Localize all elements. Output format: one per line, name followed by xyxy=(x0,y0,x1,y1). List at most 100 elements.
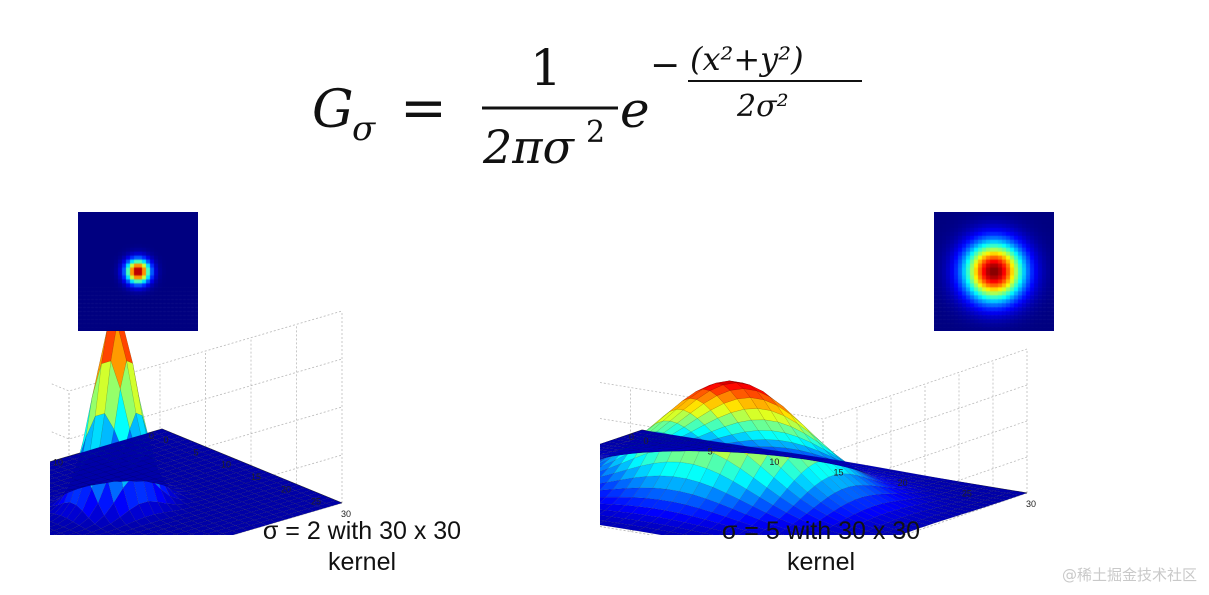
surface-patch xyxy=(180,446,197,453)
x-tick-label: 0 xyxy=(163,435,168,445)
surface-patch xyxy=(105,442,122,449)
surface-patch xyxy=(818,529,840,535)
grid-line xyxy=(600,456,1028,528)
surface-patch xyxy=(740,451,761,454)
surface-patch xyxy=(944,503,965,509)
surface-patch xyxy=(777,421,799,438)
y-tick-label: 10 xyxy=(53,458,63,468)
formula-lhs: G xyxy=(312,80,354,140)
surface-patch xyxy=(70,461,87,468)
surface-patch xyxy=(158,431,175,437)
surface-patch xyxy=(903,499,925,506)
surface-patch xyxy=(958,499,979,505)
surface-patch xyxy=(145,465,162,472)
surface-patch xyxy=(214,454,231,460)
surface-patch xyxy=(778,528,800,535)
surface-patch xyxy=(229,480,246,487)
surface-patch xyxy=(841,486,863,500)
surface-patch xyxy=(126,360,143,416)
surface-patch xyxy=(282,482,299,489)
surface-patch xyxy=(919,479,941,484)
surface-patch xyxy=(191,517,208,524)
surface-patch xyxy=(253,517,271,523)
surface-patch xyxy=(202,533,211,535)
x-tick-label: 30 xyxy=(1026,499,1036,509)
surface-patch xyxy=(857,534,864,535)
surface-patch xyxy=(182,467,200,474)
surface-patch xyxy=(780,459,802,481)
surface-plot-sigma-2: 051015202530010203000.010.02 xyxy=(50,310,351,535)
surface-patch xyxy=(157,534,163,535)
surface-panel-sigma-5: 051015202530010203002468x 10-3 xyxy=(600,205,1200,535)
surface-patch xyxy=(101,447,119,454)
surface-patch xyxy=(600,503,613,511)
gaussian-surface xyxy=(50,323,343,535)
surface-patch xyxy=(828,474,850,490)
surface-patch xyxy=(705,487,727,504)
surface-patch xyxy=(751,419,772,431)
surface-patch xyxy=(785,524,807,534)
surface-patch xyxy=(216,528,233,534)
formula-exp-minus: − xyxy=(650,45,680,86)
surface-patch xyxy=(790,414,811,434)
surface-patch xyxy=(739,488,760,507)
surface-patch xyxy=(873,472,894,477)
surface-patch xyxy=(167,455,184,461)
surface-patch xyxy=(229,493,246,500)
surface-patch xyxy=(712,473,734,494)
y-tick-label: 0 xyxy=(149,431,154,441)
surface-patch xyxy=(70,486,87,490)
surface-patch xyxy=(855,484,877,496)
surface-patch xyxy=(820,496,842,511)
surface-patch xyxy=(217,533,227,535)
surface-patch xyxy=(95,445,113,451)
surface-patch xyxy=(276,493,293,499)
surface-patch xyxy=(638,451,660,453)
surface-patch xyxy=(133,434,150,440)
surface-patch xyxy=(780,456,801,459)
surface-patch xyxy=(653,443,675,448)
surface-patch xyxy=(747,450,768,454)
surface-patch xyxy=(169,528,186,535)
surface-patch xyxy=(770,410,792,427)
surface-patch xyxy=(730,409,752,423)
surface-patch xyxy=(79,458,97,465)
surface-patch xyxy=(729,388,751,400)
surface-patch xyxy=(611,453,632,456)
surface-patch xyxy=(836,533,845,535)
surface-patch xyxy=(812,519,834,530)
formula-denominator: 2πσ xyxy=(482,120,575,174)
surface-patch xyxy=(600,473,615,484)
surface-patch xyxy=(148,460,165,467)
surface-patch xyxy=(669,398,690,412)
x-tick-label: 25 xyxy=(311,497,321,507)
surface-patch xyxy=(720,450,741,453)
surface-patch xyxy=(79,471,97,478)
surface-patch xyxy=(120,360,137,430)
surface-patch xyxy=(208,451,225,458)
surface-patch xyxy=(104,360,121,430)
surface-patch xyxy=(849,473,871,486)
surface-patch xyxy=(104,455,122,462)
surface-patch xyxy=(138,529,155,535)
surface-patch xyxy=(211,459,228,466)
surface-patch xyxy=(50,513,61,522)
surface-patch xyxy=(170,462,187,469)
surface-patch xyxy=(733,452,754,454)
surface-patch xyxy=(600,509,606,514)
surface-patch xyxy=(120,455,137,462)
surface-patch xyxy=(692,482,714,499)
surface-patch xyxy=(235,522,252,529)
surface-patch xyxy=(600,466,602,468)
surface-patch xyxy=(185,475,203,482)
surface-patch xyxy=(798,436,819,452)
surface-patch xyxy=(647,438,668,444)
surface-patch xyxy=(130,439,147,446)
caption-line-2: kernel xyxy=(327,548,397,576)
surface-patch xyxy=(939,486,960,491)
surface-patch xyxy=(170,487,187,492)
surface-patch xyxy=(840,502,862,515)
surface-patch xyxy=(724,422,746,435)
grid-line xyxy=(600,420,1028,492)
surface-patch xyxy=(51,467,69,473)
